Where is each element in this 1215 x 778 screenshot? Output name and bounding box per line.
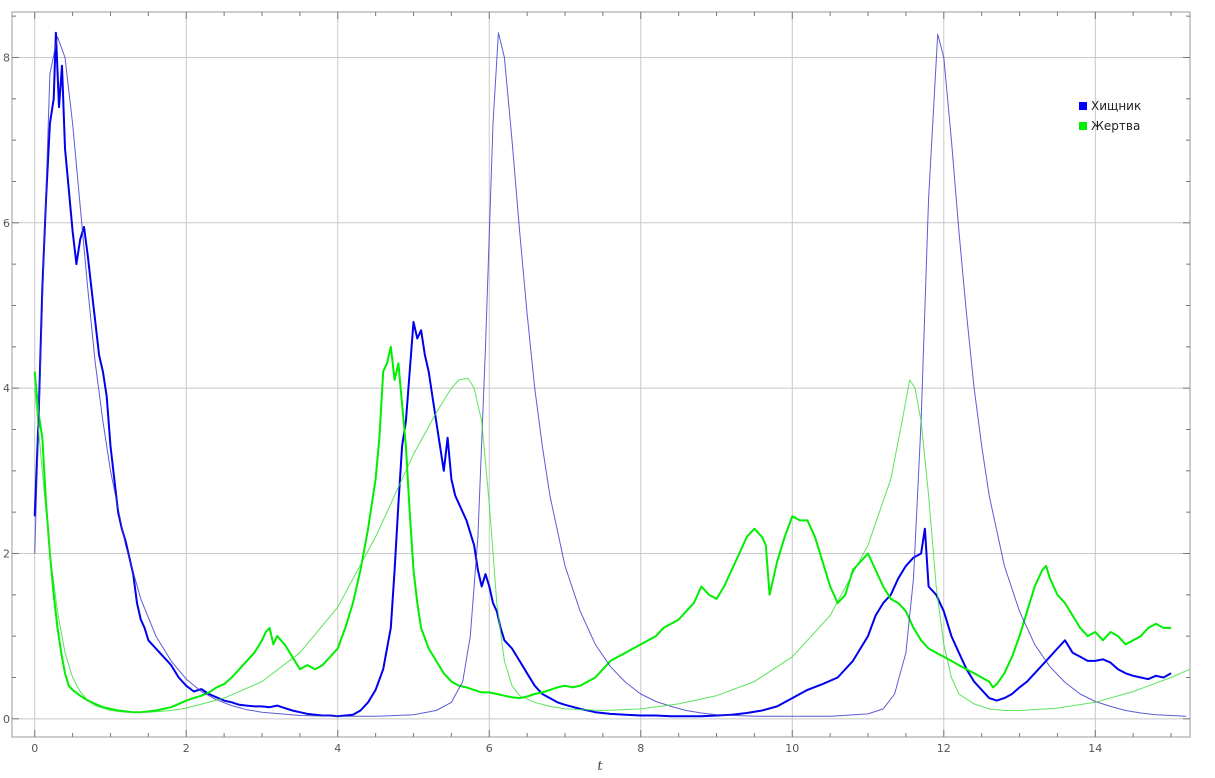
x-tick-label: 14 [1088, 742, 1102, 755]
y-tick-label: 6 [3, 217, 10, 230]
plot-frame [11, 11, 1191, 738]
deterministic-series-line-2 [34, 32, 1187, 717]
x-tick-label: 6 [486, 742, 493, 755]
deterministic-series-line-3 [34, 377, 1191, 713]
series-lines [33, 31, 1191, 718]
plot-border [11, 11, 1191, 738]
grid [12, 12, 1190, 737]
x-axis-label: t [597, 759, 603, 774]
x-tick-label: 10 [785, 742, 799, 755]
x-tick-label: 0 [31, 742, 38, 755]
y-tick-label: 8 [3, 51, 10, 64]
x-tick-label: 12 [937, 742, 951, 755]
x-tick-label: 8 [637, 742, 644, 755]
legend-swatch [1079, 122, 1087, 130]
x-tick-label: 2 [183, 742, 190, 755]
stochastic-series-line-1 [33, 345, 1172, 714]
y-tick-label: 2 [3, 547, 10, 560]
y-tick-label: 4 [3, 382, 10, 395]
ticks: 0 2 4 6 8 10 12 14 0 2 4 6 8 [3, 12, 1190, 755]
legend: Хищник Жертва [1079, 99, 1141, 133]
legend-label: Хищник [1091, 99, 1141, 113]
legend-label: Жертва [1091, 119, 1140, 133]
y-tick-label: 0 [3, 713, 10, 726]
x-tick-label: 4 [334, 742, 341, 755]
stochastic-series-line-0 [33, 31, 1172, 718]
legend-swatch [1079, 102, 1087, 110]
